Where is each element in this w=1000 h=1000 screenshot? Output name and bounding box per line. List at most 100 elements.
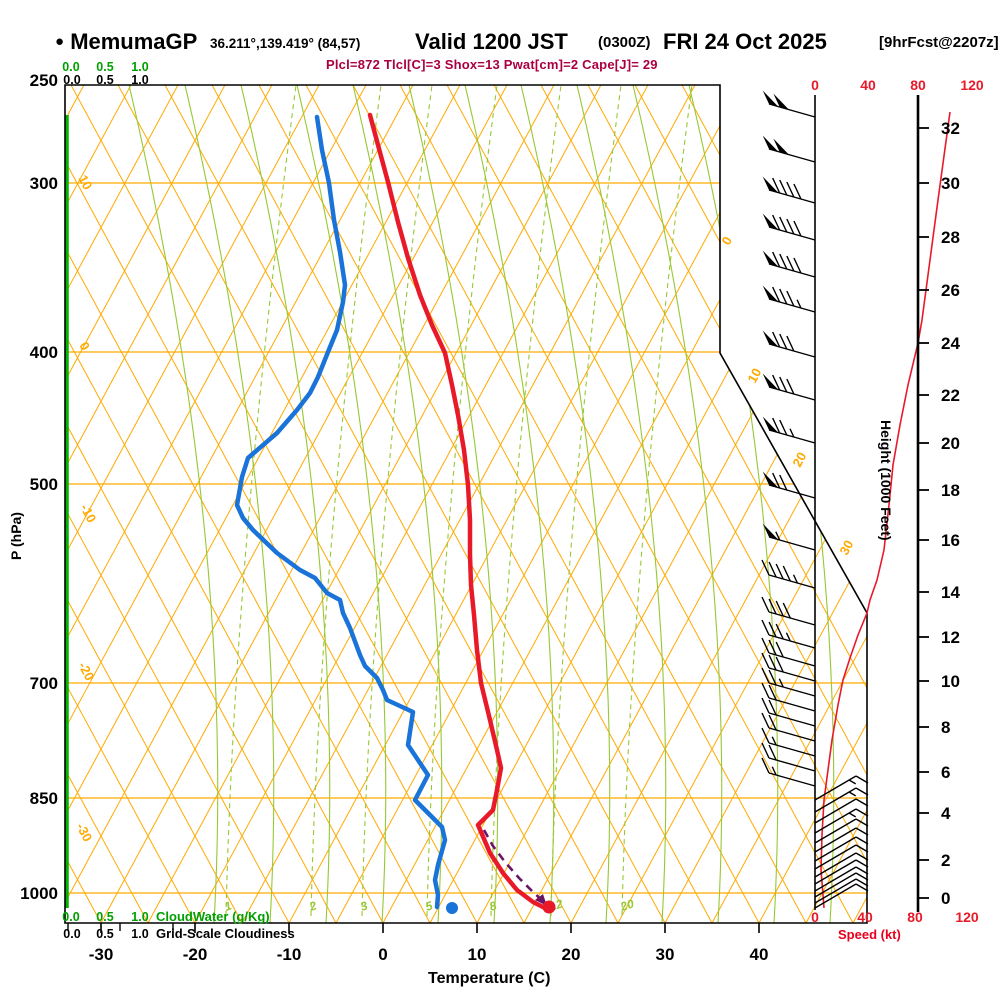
moist-adiabat-line <box>913 85 1000 923</box>
speed-scale-bottom: 80 <box>907 909 923 925</box>
cloudwater-axis-label: CloudWater (g/Kg) <box>156 909 270 924</box>
mixing-ratio-label: 20 <box>618 896 636 914</box>
wind-barb <box>761 712 816 742</box>
height-tick-label: 30 <box>941 174 960 193</box>
wind-barb <box>814 844 869 870</box>
mixing-ratio-label: 1 <box>223 898 234 913</box>
dry-adiabat-line <box>65 85 431 923</box>
isotherm-line <box>288 85 743 923</box>
speed-scale-top: 80 <box>910 77 926 93</box>
moist-adiabat-line <box>296 85 387 923</box>
wind-barb <box>762 90 816 118</box>
isotherm-line <box>147 85 602 923</box>
wind-barb <box>761 697 816 727</box>
valid-date: FRI 24 Oct 2025 <box>663 29 827 54</box>
height-tick-label: 12 <box>941 628 960 647</box>
moist-adiabat-line <box>688 85 779 923</box>
wind-barb <box>761 727 816 757</box>
height-tick-label: 4 <box>941 804 951 823</box>
speed-scale-bottom: 120 <box>955 909 979 925</box>
wind-barb <box>814 836 869 862</box>
station-bullet-and-name: ● MemumaGP <box>55 29 197 55</box>
pressure-tick-label: 850 <box>30 789 58 808</box>
wind-barb <box>762 285 816 313</box>
wind-barb <box>814 787 869 813</box>
dry-adiabat-line <box>446 85 867 923</box>
cloudwater-scale-top: 0.0 <box>62 60 79 74</box>
isotherm-line <box>100 85 555 923</box>
height-tick-label: 10 <box>941 672 960 691</box>
height-tick-label: 28 <box>941 228 960 247</box>
cloudwater-scale-top: 0.5 <box>96 60 113 74</box>
dry-adiabat-line <box>65 85 337 923</box>
temperature-tick-label: 20 <box>562 945 581 964</box>
moist-adiabat-line <box>352 85 443 923</box>
moist-adiabat-line <box>520 85 611 923</box>
wind-barb <box>814 872 869 898</box>
valid-time-utc: (0300Z) <box>598 34 651 51</box>
wind-barb <box>814 798 869 824</box>
temperature-tick-label: -20 <box>183 945 208 964</box>
pressure-tick-label: 300 <box>30 174 58 193</box>
wind-barb <box>762 416 816 444</box>
wind-barb <box>762 250 816 278</box>
dry-adiabat-label: -30 <box>73 820 95 844</box>
isotherm-line <box>194 85 649 923</box>
wind-barb <box>814 852 869 878</box>
forecast-tag: [9hrFcst@2207z] <box>879 34 999 51</box>
moist-adiabat-line <box>240 85 331 923</box>
dry-adiabat-line <box>65 85 384 923</box>
wind-barb <box>814 808 869 834</box>
surface-dewpoint-dot <box>446 902 458 914</box>
dry-adiabat-line <box>164 85 619 923</box>
isotherm-line <box>523 85 867 923</box>
wind-barb <box>762 373 816 401</box>
height-tick-label: 6 <box>941 763 950 782</box>
wind-barb <box>762 523 816 551</box>
cloudiness-scale-top: 0.5 <box>96 73 113 87</box>
dry-adiabat-line <box>352 85 807 923</box>
dry-adiabat-line <box>65 85 243 923</box>
isotherm-line <box>335 85 790 923</box>
pressure-tick-label: 400 <box>30 343 58 362</box>
height-tick-label: 8 <box>941 718 950 737</box>
background-lattice <box>65 85 1000 923</box>
speed-scale-top: 0 <box>811 77 819 93</box>
parcel-trace <box>482 829 545 903</box>
moist-adiabat-line <box>408 85 499 923</box>
pressure-tick-label: 1000 <box>20 884 58 903</box>
isotherm-line <box>65 85 320 923</box>
wind-barb <box>762 135 816 163</box>
wind-barb <box>762 330 816 358</box>
mixing-ratio-label: 5 <box>424 898 435 913</box>
dry-adiabat-line <box>211 85 666 923</box>
isotherm-line <box>805 85 867 923</box>
temperature-tick-label: 10 <box>468 945 487 964</box>
temperature-trace <box>367 112 548 911</box>
cloudiness-scale-top: 0.0 <box>63 73 80 87</box>
isotherm-line <box>758 85 867 923</box>
dry-adiabat-label: 0 <box>76 339 93 352</box>
temperature-tick-label: 40 <box>750 945 769 964</box>
wind-barb <box>814 775 869 801</box>
dry-adiabat-line <box>728 85 867 923</box>
cloudiness-scale-bottom: 0.0 <box>63 927 80 941</box>
cloudwater-scale-top: 1.0 <box>131 60 148 74</box>
dry-adiabat-line <box>70 85 525 923</box>
isotherm-line <box>65 85 508 923</box>
temperature-tick-label: 0 <box>378 945 387 964</box>
valid-time: Valid 1200 JST <box>415 29 568 54</box>
cloudwater-scale-bottom: 1.0 <box>131 910 148 924</box>
speed-scale-bottom: 40 <box>857 909 873 925</box>
dry-adiabat-line <box>540 85 867 923</box>
dry-adiabat-line <box>305 85 760 923</box>
dry-adiabat-label: -20 <box>75 659 97 683</box>
temperature-tick-label: -10 <box>277 945 302 964</box>
isotherm-label: 20 <box>789 450 809 470</box>
dry-adiabat-line <box>65 85 478 923</box>
isotherm-line <box>65 85 179 923</box>
dry-adiabat-line <box>117 85 572 923</box>
pressure-axis-label: P (hPa) <box>8 512 24 560</box>
pressure-tick-label: 250 <box>30 71 58 90</box>
height-tick-label: 18 <box>941 481 960 500</box>
